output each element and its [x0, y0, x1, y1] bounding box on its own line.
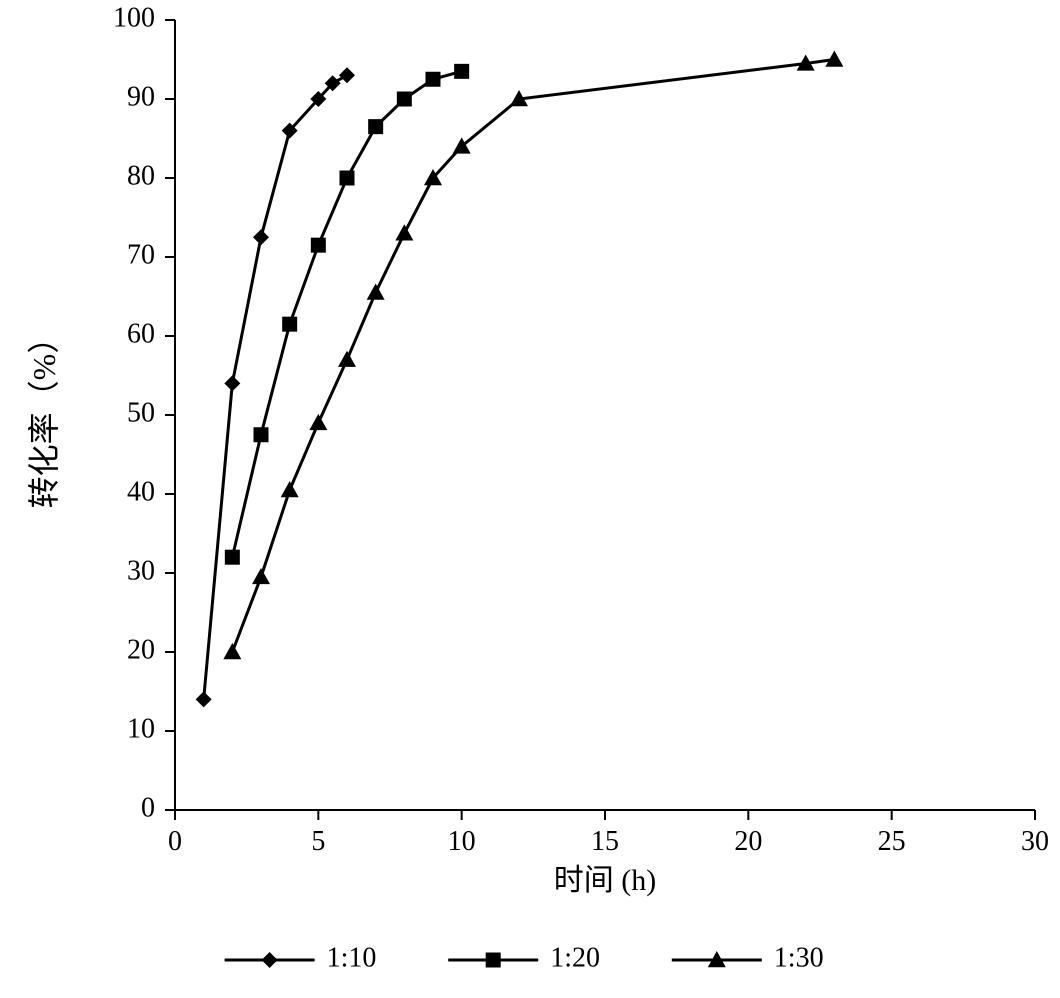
triangle-marker [395, 224, 413, 240]
square-marker [454, 64, 469, 79]
y-tick-label: 10 [127, 713, 155, 744]
x-tick-label: 0 [168, 826, 182, 857]
x-tick-label: 15 [591, 826, 619, 857]
y-tick-label: 0 [141, 792, 155, 823]
y-tick-label: 20 [127, 634, 155, 665]
square-marker [254, 427, 269, 442]
diamond-marker [196, 691, 212, 707]
x-tick-label: 10 [448, 826, 476, 857]
y-tick-label: 100 [113, 2, 155, 33]
y-tick-label: 30 [127, 555, 155, 586]
y-tick-label: 50 [127, 397, 155, 428]
legend-label: 1:30 [774, 942, 824, 973]
triangle-marker [309, 414, 327, 430]
triangle-marker [367, 284, 385, 300]
triangle-marker [223, 643, 241, 659]
y-tick-label: 90 [127, 81, 155, 112]
legend-label: 1:10 [327, 942, 377, 973]
square-marker [282, 317, 297, 332]
x-tick-label: 5 [311, 826, 325, 857]
square-marker [225, 550, 240, 565]
y-tick-label: 40 [127, 476, 155, 507]
series-1:20 [232, 71, 461, 557]
square-marker [397, 92, 412, 107]
square-marker [486, 953, 501, 968]
diamond-marker [339, 67, 355, 83]
legend-label: 1:20 [550, 942, 600, 973]
triangle-marker [252, 568, 270, 584]
axes [175, 20, 1035, 810]
chart-container: 0 10 20 30 40 50 60 70 80 90 100 0 5 10 15 20 25 30 时间 (h)… [0, 0, 1060, 998]
series-1:10 [204, 75, 347, 699]
x-tick-label: 25 [878, 826, 906, 857]
conversion-chart: 0 10 20 30 40 50 60 70 80 90 100 0 5 10 15 20 25 30 时间 (h)… [0, 0, 1060, 998]
y-axis-label: 转化率（%） [26, 322, 62, 509]
y-tick-label: 70 [127, 239, 155, 270]
triangle-marker [825, 51, 843, 67]
diamond-marker [253, 229, 269, 245]
square-marker [426, 72, 441, 87]
series-1:30 [232, 60, 834, 653]
triangle-marker [338, 351, 356, 367]
square-marker [340, 171, 355, 186]
diamond-marker [224, 375, 240, 391]
x-axis-label: 时间 (h) [554, 864, 656, 897]
x-tick-label: 20 [734, 826, 762, 857]
x-tick-label: 30 [1021, 826, 1049, 857]
square-marker [368, 119, 383, 134]
y-tick-label: 60 [127, 318, 155, 349]
triangle-marker [281, 481, 299, 497]
square-marker [311, 238, 326, 253]
y-tick-label: 80 [127, 160, 155, 191]
diamond-marker [262, 952, 278, 968]
